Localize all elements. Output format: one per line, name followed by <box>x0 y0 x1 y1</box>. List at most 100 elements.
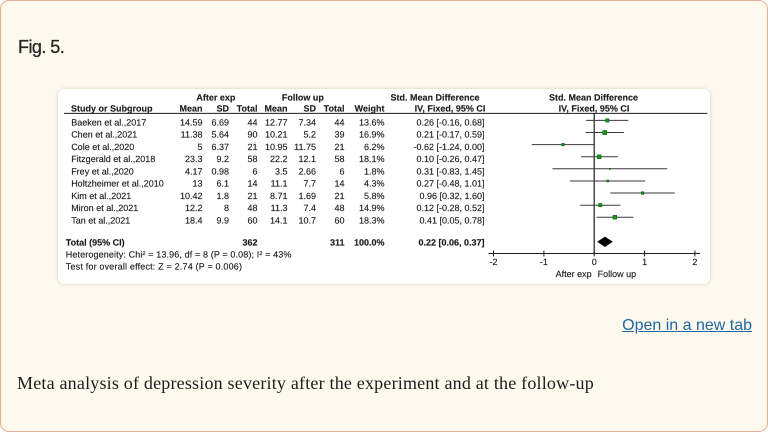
svg-text:IV, Fixed, 95% CI: IV, Fixed, 95% CI <box>559 103 630 113</box>
svg-text:58: 58 <box>334 154 344 164</box>
svg-text:7.34: 7.34 <box>298 117 316 127</box>
svg-text:21: 21 <box>247 142 257 152</box>
svg-text:1.8%: 1.8% <box>364 166 385 176</box>
svg-text:Cole et al.,2020: Cole et al.,2020 <box>71 142 134 152</box>
svg-text:-1: -1 <box>540 257 548 267</box>
svg-text:-2: -2 <box>489 257 497 267</box>
svg-text:7.4: 7.4 <box>303 203 316 213</box>
svg-text:10.42: 10.42 <box>180 191 203 201</box>
svg-text:0.12 [-0.28, 0.52]: 0.12 [-0.28, 0.52] <box>416 203 484 213</box>
svg-text:14.9%: 14.9% <box>359 203 385 213</box>
svg-text:0: 0 <box>592 257 597 267</box>
svg-text:Fitzgerald et al.,2018: Fitzgerald et al.,2018 <box>71 154 155 164</box>
svg-text:60: 60 <box>247 215 257 225</box>
svg-text:8.71: 8.71 <box>270 191 288 201</box>
svg-text:22.2: 22.2 <box>270 154 288 164</box>
svg-text:4.17: 4.17 <box>185 166 203 176</box>
svg-text:2: 2 <box>692 257 697 267</box>
svg-text:6: 6 <box>339 166 344 176</box>
svg-text:9.9: 9.9 <box>216 215 229 225</box>
svg-text:1: 1 <box>642 257 647 267</box>
svg-text:6.2%: 6.2% <box>364 142 385 152</box>
svg-text:39: 39 <box>334 130 344 140</box>
svg-text:311: 311 <box>330 238 345 248</box>
svg-text:Miron et al.,2021: Miron et al.,2021 <box>71 203 138 213</box>
svg-text:10.7: 10.7 <box>298 215 316 225</box>
svg-text:After exp: After exp <box>196 93 236 103</box>
svg-text:0.27 [-0.48, 1.01]: 0.27 [-0.48, 1.01] <box>416 179 484 189</box>
svg-text:SD: SD <box>303 103 316 113</box>
svg-text:IV, Fixed, 95% CI: IV, Fixed, 95% CI <box>415 103 486 113</box>
svg-text:Mean: Mean <box>264 103 287 113</box>
svg-text:12.77: 12.77 <box>265 117 288 127</box>
svg-text:18.1%: 18.1% <box>359 154 385 164</box>
svg-text:60: 60 <box>334 215 344 225</box>
svg-text:48: 48 <box>247 203 257 213</box>
svg-text:21: 21 <box>247 191 257 201</box>
svg-text:Kim et al.,2021: Kim et al.,2021 <box>71 191 131 201</box>
svg-text:44: 44 <box>334 117 344 127</box>
svg-text:7.7: 7.7 <box>303 179 316 189</box>
svg-text:6.69: 6.69 <box>211 117 229 127</box>
svg-text:9.2: 9.2 <box>216 154 229 164</box>
svg-text:6.37: 6.37 <box>211 142 229 152</box>
svg-text:Weight: Weight <box>355 103 385 113</box>
svg-text:44: 44 <box>247 117 257 127</box>
svg-text:14: 14 <box>334 179 344 189</box>
svg-text:-0.62 [-1.24, 0.00]: -0.62 [-1.24, 0.00] <box>413 142 484 152</box>
svg-text:Follow up: Follow up <box>282 93 324 103</box>
svg-text:13: 13 <box>192 179 202 189</box>
svg-text:21: 21 <box>334 142 344 152</box>
svg-text:Total: Total <box>237 103 258 113</box>
svg-text:Heterogeneity: Chi² = 13.96, d: Heterogeneity: Chi² = 13.96, df = 8 (P =… <box>66 250 292 260</box>
svg-text:Std. Mean Difference: Std. Mean Difference <box>549 93 638 103</box>
svg-text:5.8%: 5.8% <box>364 191 385 201</box>
svg-text:6: 6 <box>252 166 257 176</box>
svg-text:100.0%: 100.0% <box>354 238 385 248</box>
svg-text:6.1: 6.1 <box>216 179 229 189</box>
svg-text:11.3: 11.3 <box>271 203 288 213</box>
svg-text:11.75: 11.75 <box>294 142 316 152</box>
svg-text:48: 48 <box>334 203 344 213</box>
svg-text:Mean: Mean <box>179 103 202 113</box>
svg-text:0.26 [-0.16, 0.68]: 0.26 [-0.16, 0.68] <box>416 117 484 127</box>
svg-text:16.9%: 16.9% <box>359 130 385 140</box>
svg-text:2.66: 2.66 <box>298 166 316 176</box>
svg-text:0.96 [0.32, 1.60]: 0.96 [0.32, 1.60] <box>419 191 484 201</box>
svg-text:3.5: 3.5 <box>275 166 288 176</box>
svg-text:14.1: 14.1 <box>270 215 288 225</box>
svg-text:18.3%: 18.3% <box>359 215 385 225</box>
svg-text:0.22 [0.06, 0.37]: 0.22 [0.06, 0.37] <box>418 238 484 248</box>
svg-text:Total (95% CI): Total (95% CI) <box>66 238 125 248</box>
svg-text:0.10 [-0.26, 0.47]: 0.10 [-0.26, 0.47] <box>416 154 484 164</box>
svg-text:5.2: 5.2 <box>303 130 316 140</box>
svg-text:After exp: After exp <box>556 269 592 279</box>
svg-text:11.38: 11.38 <box>181 130 203 140</box>
svg-text:13.6%: 13.6% <box>359 117 385 127</box>
svg-text:Std. Mean Difference: Std. Mean Difference <box>390 93 479 103</box>
svg-text:0.21 [-0.17, 0.59]: 0.21 [-0.17, 0.59] <box>416 130 484 140</box>
svg-text:5.64: 5.64 <box>211 130 229 140</box>
svg-text:Frey et al.,2020: Frey et al.,2020 <box>71 166 134 176</box>
svg-text:Follow up: Follow up <box>598 269 637 279</box>
svg-text:0.98: 0.98 <box>211 166 229 176</box>
svg-text:Chen et al.,2021: Chen et al.,2021 <box>71 130 137 140</box>
svg-text:5: 5 <box>197 142 202 152</box>
svg-text:1.69: 1.69 <box>298 191 316 201</box>
svg-text:90: 90 <box>247 130 257 140</box>
svg-text:21: 21 <box>334 191 344 201</box>
svg-text:58: 58 <box>247 154 257 164</box>
svg-text:Tan et al.,2021: Tan et al.,2021 <box>71 215 130 225</box>
svg-text:14.59: 14.59 <box>180 117 203 127</box>
svg-text:362: 362 <box>242 238 257 248</box>
svg-text:0.31 [-0.83, 1.45]: 0.31 [-0.83, 1.45] <box>416 166 484 176</box>
svg-text:0.41 [0.05, 0.78]: 0.41 [0.05, 0.78] <box>419 215 484 225</box>
svg-text:10.21: 10.21 <box>265 130 288 140</box>
svg-text:4.3%: 4.3% <box>364 179 385 189</box>
svg-text:14: 14 <box>247 179 257 189</box>
svg-text:1.8: 1.8 <box>216 191 229 201</box>
svg-text:12.1: 12.1 <box>298 154 316 164</box>
svg-text:23.3: 23.3 <box>185 154 203 164</box>
svg-text:11.1: 11.1 <box>271 179 288 189</box>
svg-text:8: 8 <box>224 203 229 213</box>
